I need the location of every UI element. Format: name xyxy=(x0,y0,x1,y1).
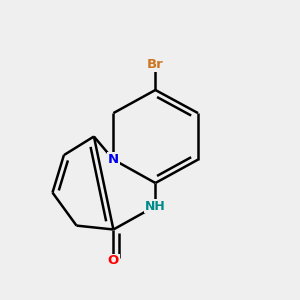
Text: O: O xyxy=(108,254,119,268)
Text: Br: Br xyxy=(147,58,164,71)
Text: NH: NH xyxy=(145,200,166,213)
Text: N: N xyxy=(108,153,119,166)
